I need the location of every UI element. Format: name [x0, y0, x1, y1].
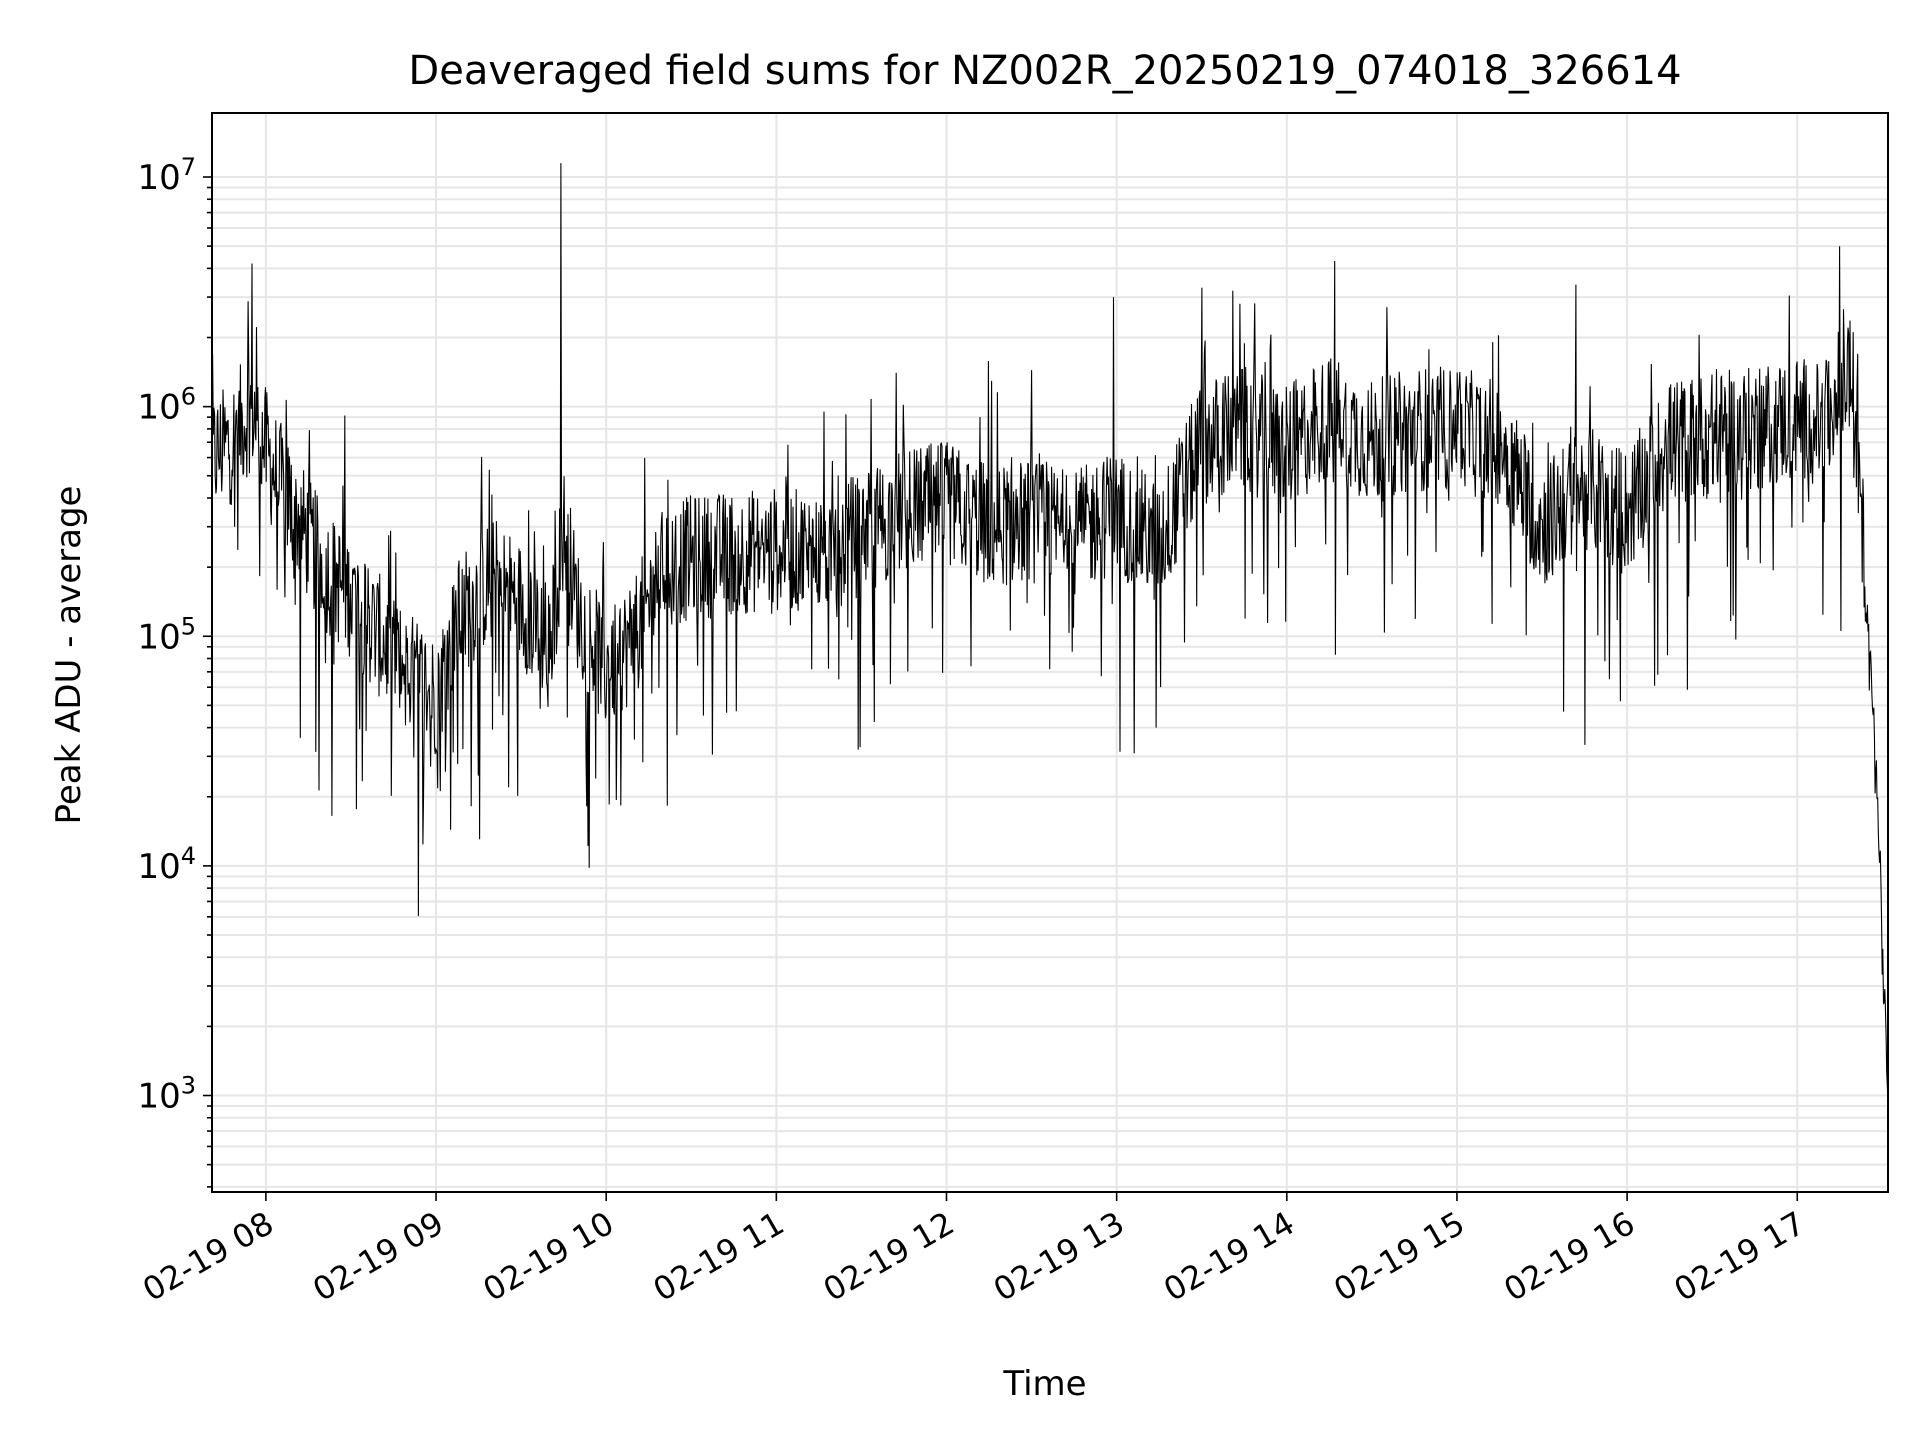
data-series-line	[211, 163, 1889, 1108]
y-tick-label: 107	[137, 153, 196, 198]
y-axis-label: Peak ADU - average	[49, 486, 89, 825]
y-tick-label: 106	[137, 383, 196, 428]
plot-frame	[211, 112, 1889, 1193]
y-tick-label: 104	[137, 842, 196, 887]
y-tick-label: 103	[137, 1072, 196, 1117]
chart-title: Deaveraged field sums for NZ002R_2025021…	[408, 48, 1681, 94]
data-series-layer	[211, 163, 1889, 1108]
grid-lines	[212, 113, 1888, 1192]
x-axis-label: Time	[1002, 1364, 1086, 1404]
y-tick-label: 105	[137, 612, 196, 657]
